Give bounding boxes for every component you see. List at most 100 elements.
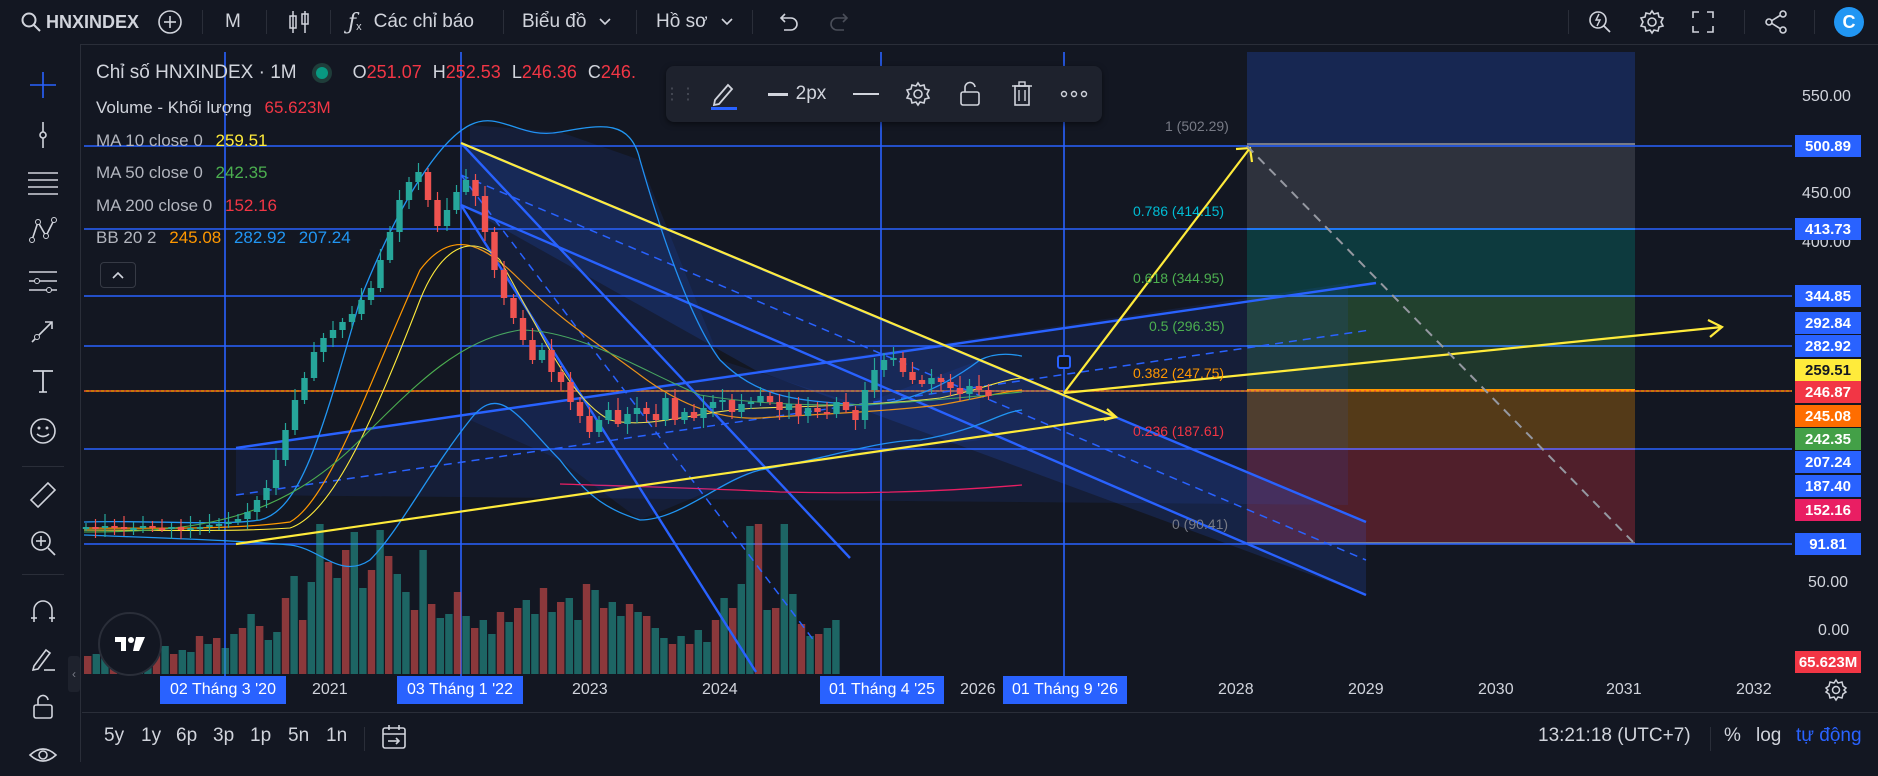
candle-body <box>263 488 270 500</box>
volume-bar <box>333 578 341 674</box>
candle-body <box>833 402 840 414</box>
candle-body <box>348 314 356 322</box>
fib-trend-dashed <box>1246 145 1636 545</box>
line-style-button[interactable] <box>846 76 886 112</box>
projection-tool[interactable] <box>22 260 64 302</box>
pattern-tool[interactable] <box>22 210 64 252</box>
horizontal-level-lines <box>84 52 1792 676</box>
candle-body <box>823 412 831 414</box>
drag-handle-icon[interactable]: ⋮⋮ <box>664 86 696 103</box>
line-width-button[interactable]: 2px <box>762 76 832 112</box>
range-5n[interactable]: 5n <box>288 725 310 746</box>
arrow-head <box>1103 408 1119 422</box>
ma50-legend[interactable]: MA 50 close 0 242.35 <box>96 163 268 183</box>
range-6p[interactable]: 6p <box>176 725 198 746</box>
brush-tool[interactable] <box>22 310 64 352</box>
range-3p[interactable]: 3p <box>213 725 235 746</box>
text-tool[interactable] <box>22 360 64 402</box>
candle-body <box>234 519 242 522</box>
fullscreen-button[interactable] <box>1690 0 1716 44</box>
settings-button[interactable] <box>1638 0 1666 44</box>
line-color-button[interactable] <box>704 76 744 112</box>
delete-drawing-button[interactable] <box>1002 76 1042 112</box>
volume-legend[interactable]: Volume - Khối lượng 65.623M <box>96 98 331 118</box>
ma10-legend[interactable]: MA 10 close 0 259.51 <box>96 131 268 151</box>
hide-drawings-tool[interactable] <box>22 734 64 776</box>
auto-scale-button[interactable]: tự động <box>1796 725 1862 746</box>
gear-icon <box>905 81 931 107</box>
descending-channel-bottom <box>460 203 1367 597</box>
range-1n[interactable]: 1n <box>326 725 348 746</box>
function-x-icon: x <box>356 21 362 33</box>
candle-body <box>576 402 584 416</box>
measure-tool[interactable] <box>22 474 64 516</box>
redo-button[interactable] <box>828 0 852 44</box>
profile-menu[interactable]: Hồ sơ <box>656 0 734 44</box>
bb-legend[interactable]: BB 20 2 245.08 282.92 207.24 <box>96 228 351 248</box>
chart-style-button[interactable] <box>286 0 312 44</box>
indicators-button[interactable]: ƒ x Các chỉ báo <box>348 0 474 44</box>
percent-scale-button[interactable]: % <box>1724 725 1741 746</box>
lock-drawing-button[interactable] <box>950 76 990 112</box>
time-tick: 2030 <box>1478 681 1514 698</box>
redo-icon <box>830 13 849 31</box>
smiley-icon <box>30 418 56 444</box>
volume-bar <box>324 562 333 674</box>
candle-body <box>481 196 489 232</box>
volume-bar <box>84 656 92 674</box>
line-tool[interactable] <box>22 114 64 156</box>
candle-body <box>928 378 935 384</box>
crosshair-tool[interactable] <box>22 64 64 106</box>
symbol-search[interactable]: HNXINDEX <box>20 0 139 44</box>
compare-button[interactable] <box>156 0 184 44</box>
undo-button[interactable] <box>776 0 800 44</box>
candle-body <box>918 380 926 384</box>
candle-body <box>719 400 726 402</box>
high-label: H <box>432 62 446 82</box>
tradingview-logo[interactable] <box>98 612 162 676</box>
range-5y[interactable]: 5y <box>104 725 125 746</box>
clock-timezone[interactable]: 13:21:18 (UTC+7) <box>1538 725 1691 746</box>
candle-body <box>586 416 593 432</box>
app-logo[interactable]: C <box>1834 0 1864 44</box>
log-scale-button[interactable]: log <box>1756 725 1782 746</box>
range-1p[interactable]: 1p <box>250 725 272 746</box>
bb-lower-band <box>83 402 1023 568</box>
projection-arrow <box>1063 325 1723 395</box>
range-1y[interactable]: 1y <box>141 725 162 746</box>
line-width-icon <box>767 92 788 96</box>
drawing-toolbar <box>0 44 81 762</box>
stay-drawing-tool[interactable] <box>22 638 64 680</box>
interval-button[interactable]: M <box>225 11 241 32</box>
chart-type-menu[interactable]: Biểu đồ <box>522 0 612 44</box>
magnet-icon <box>31 600 55 622</box>
share-button[interactable] <box>1762 0 1790 44</box>
pencil-lock-icon <box>31 648 55 672</box>
candle-body <box>149 526 156 528</box>
collapse-toolbar-button[interactable]: ‹ <box>68 656 80 692</box>
zoom-tool[interactable] <box>22 522 64 564</box>
drawing-settings-button[interactable] <box>898 76 938 112</box>
goto-date-button[interactable] <box>380 723 408 757</box>
magnet-tool[interactable] <box>22 590 64 632</box>
ma200-legend[interactable]: MA 200 close 0 152.16 <box>96 196 277 216</box>
volume-bar <box>505 622 513 674</box>
collapse-legend-button[interactable] <box>100 262 136 288</box>
fib-tool[interactable] <box>22 162 64 204</box>
price-tag: 242.35 <box>1795 428 1861 450</box>
drawings <box>235 141 1724 546</box>
lock-drawings-tool[interactable] <box>22 686 64 728</box>
time-tick: 2031 <box>1606 681 1642 698</box>
unlock-icon <box>960 81 980 106</box>
axis-settings-button[interactable] <box>1824 678 1848 707</box>
more-options-button[interactable] <box>1054 76 1094 112</box>
time-tick: 2023 <box>572 681 608 698</box>
fib-zone <box>1247 449 1635 544</box>
volume-bar <box>746 526 754 674</box>
quick-search-button[interactable] <box>1586 0 1614 44</box>
emoji-tool[interactable] <box>22 410 64 452</box>
search-icon <box>21 12 41 32</box>
calendar-icon <box>382 725 406 749</box>
candle-body <box>434 200 441 226</box>
